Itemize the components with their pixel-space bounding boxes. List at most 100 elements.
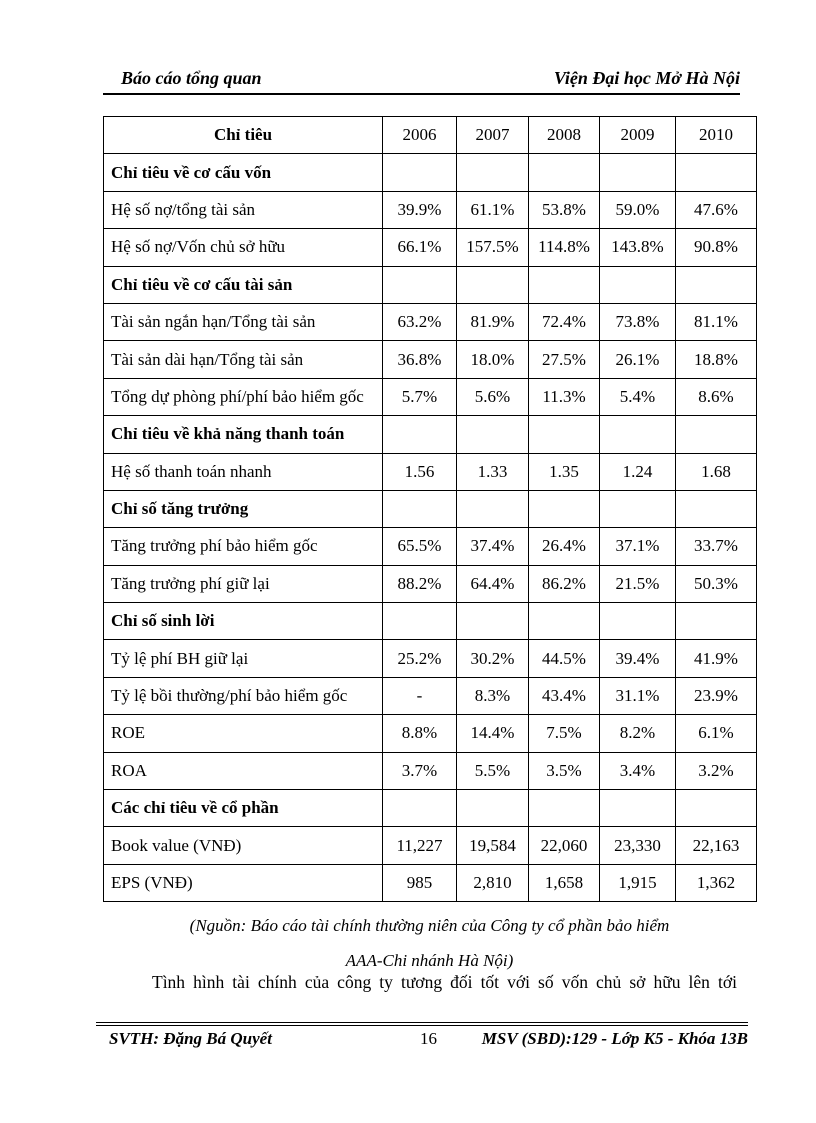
cell-value: 3.4% xyxy=(599,751,676,791)
cell-value: 23.9% xyxy=(675,676,757,716)
data-row: Tăng trưởng phí giữ lại 88.2% 64.4% 86.2% 21… xyxy=(103,564,757,604)
data-row: Hệ số nợ/Vốn chủ sở hữu 66.1% 157.5% 114.8%… xyxy=(103,228,757,267)
running-header: Báo cáo tổng quan Viện Đại học Mở Hà Nội xyxy=(103,68,740,95)
empty-cell xyxy=(675,153,757,192)
header-right-title: Viện Đại học Mở Hà Nội xyxy=(553,68,740,88)
cell-value: 30.2% xyxy=(456,639,529,678)
cell-value: 11,227 xyxy=(382,826,457,865)
empty-cell xyxy=(599,415,676,454)
header-left-title: Báo cáo tổng quan xyxy=(121,68,262,88)
cell-value: 90.8% xyxy=(675,228,757,267)
cell-value: 22,163 xyxy=(675,826,757,865)
cell-value: 114.8% xyxy=(528,228,600,267)
empty-cell xyxy=(456,265,529,304)
empty-cell xyxy=(528,789,600,828)
data-row: Tỷ lệ phí BH giữ lại 25.2% 30.2% 44.5% 39.4%… xyxy=(103,639,757,678)
row-label: Tỷ lệ bồi thường/phí bảo hiểm gốc xyxy=(103,676,383,716)
cell-value: 36.8% xyxy=(382,340,457,379)
data-row: Tổng dự phòng phí/phí bảo hiểm gốc 5.7% 5.… xyxy=(103,377,757,417)
section-label: Các chỉ tiêu về cổ phần xyxy=(103,789,383,828)
empty-cell xyxy=(675,265,757,304)
cell-value: 53.8% xyxy=(528,190,600,230)
cell-value: 22,060 xyxy=(528,826,600,865)
empty-cell xyxy=(599,489,676,529)
cell-value: 1.68 xyxy=(675,452,757,491)
cell-value: 86.2% xyxy=(528,564,600,604)
section-row: Chỉ số sinh lời xyxy=(103,602,757,641)
row-label: Hệ số nợ/tổng tài sản xyxy=(103,190,383,230)
empty-cell xyxy=(382,415,457,454)
empty-cell xyxy=(456,153,529,192)
cell-value: 63.2% xyxy=(382,302,457,342)
cell-value: 47.6% xyxy=(675,190,757,230)
footer-author: SVTH: Đặng Bá Quyết xyxy=(109,1029,272,1048)
cell-value: 14.4% xyxy=(456,714,529,753)
cell-value: 3.2% xyxy=(675,751,757,791)
row-label: EPS (VNĐ) xyxy=(103,863,383,903)
cell-value: 65.5% xyxy=(382,527,457,566)
cell-value: 3.7% xyxy=(382,751,457,791)
cell-value: - xyxy=(382,676,457,716)
cell-value: 18.8% xyxy=(675,340,757,379)
financial-table: Chỉ tiêu 2006 2007 2008 2009 2010 Chỉ tiêu về … xyxy=(103,115,757,903)
cell-value: 19,584 xyxy=(456,826,529,865)
data-row: Hệ số thanh toán nhanh 1.56 1.33 1.35 1.24 1.… xyxy=(103,452,757,491)
cell-value: 64.4% xyxy=(456,564,529,604)
empty-cell xyxy=(675,415,757,454)
cell-value: 6.1% xyxy=(675,714,757,753)
section-row: Chỉ tiêu về cơ cấu tài sản xyxy=(103,265,757,304)
cell-value: 143.8% xyxy=(599,228,676,267)
cell-value: 1,915 xyxy=(599,863,676,903)
cell-value: 25.2% xyxy=(382,639,457,678)
cell-value: 41.9% xyxy=(675,639,757,678)
section-row: Chỉ tiêu về khả năng thanh toán xyxy=(103,415,757,454)
cell-value: 44.5% xyxy=(528,639,600,678)
body-paragraph: Tình hình tài chính của công ty tương đố… xyxy=(152,972,737,992)
row-label: Tăng trưởng phí giữ lại xyxy=(103,564,383,604)
source-note-line1: (Nguồn: Báo cáo tài chính thường niên củ… xyxy=(189,916,670,935)
empty-cell xyxy=(382,265,457,304)
cell-value: 37.4% xyxy=(456,527,529,566)
data-row: Hệ số nợ/tổng tài sản 39.9% 61.1% 53.8% 59.0… xyxy=(103,190,757,230)
cell-value: 26.1% xyxy=(599,340,676,379)
data-row: Tài sản dài hạn/Tổng tài sản 36.8% 18.0% 27… xyxy=(103,340,757,379)
section-label: Chỉ tiêu về khả năng thanh toán xyxy=(103,415,383,454)
data-row: ROE 8.8% 14.4% 7.5% 8.2% 6.1% xyxy=(103,714,757,753)
cell-value: 26.4% xyxy=(528,527,600,566)
row-label: Tỷ lệ phí BH giữ lại xyxy=(103,639,383,678)
column-header-year: 2007 xyxy=(456,115,529,155)
cell-value: 59.0% xyxy=(599,190,676,230)
cell-value: 81.9% xyxy=(456,302,529,342)
empty-cell xyxy=(675,789,757,828)
empty-cell xyxy=(382,789,457,828)
table-header-row: Chỉ tiêu 2006 2007 2008 2009 2010 xyxy=(103,115,757,155)
column-header-indicator: Chỉ tiêu xyxy=(103,115,383,155)
empty-cell xyxy=(528,153,600,192)
cell-value: 157.5% xyxy=(456,228,529,267)
cell-value: 5.5% xyxy=(456,751,529,791)
cell-value: 61.1% xyxy=(456,190,529,230)
data-row: Tỷ lệ bồi thường/phí bảo hiểm gốc -8.3% 43… xyxy=(103,676,757,716)
cell-value: 72.4% xyxy=(528,302,600,342)
section-row: Các chỉ tiêu về cổ phần xyxy=(103,789,757,828)
section-label: Chỉ số sinh lời xyxy=(103,602,383,641)
cell-value: 21.5% xyxy=(599,564,676,604)
cell-value: 1.24 xyxy=(599,452,676,491)
cell-value: 8.8% xyxy=(382,714,457,753)
empty-cell xyxy=(382,602,457,641)
cell-value: 8.6% xyxy=(675,377,757,417)
cell-value: 1.35 xyxy=(528,452,600,491)
empty-cell xyxy=(456,489,529,529)
section-label: Chỉ tiêu về cơ cấu vốn xyxy=(103,153,383,192)
empty-cell xyxy=(599,153,676,192)
data-row: Book value (VNĐ) 11,227 19,584 22,060 23,330… xyxy=(103,826,757,865)
data-row: Tăng trưởng phí bảo hiểm gốc 65.5% 37.4% 26… xyxy=(103,527,757,566)
cell-value: 5.7% xyxy=(382,377,457,417)
cell-value: 1.33 xyxy=(456,452,529,491)
cell-value: 43.4% xyxy=(528,676,600,716)
data-row: ROA 3.7% 5.5% 3.5% 3.4% 3.2% xyxy=(103,751,757,791)
row-label: Hệ số nợ/Vốn chủ sở hữu xyxy=(103,228,383,267)
column-header-year: 2008 xyxy=(528,115,600,155)
empty-cell xyxy=(456,415,529,454)
cell-value: 1,362 xyxy=(675,863,757,903)
